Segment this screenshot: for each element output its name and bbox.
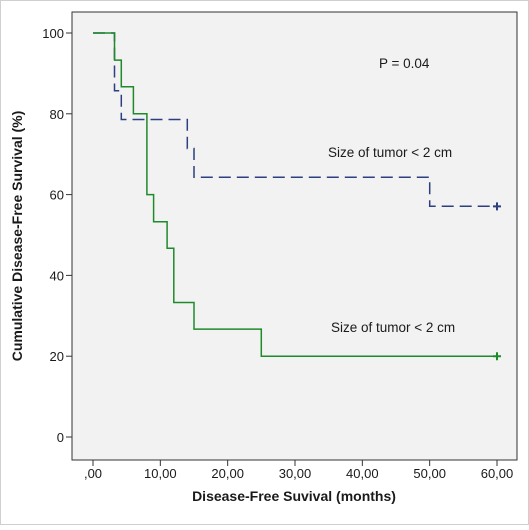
y-tick-label: 20	[50, 349, 64, 364]
x-axis-title: Disease-Free Suvival (months)	[192, 488, 396, 504]
x-axis-ticks: ,00 10,00 20,00 30,00 40,00 50,00 60,00	[84, 460, 513, 481]
y-tick-label: 40	[50, 268, 64, 283]
x-tick-label: ,00	[84, 466, 102, 481]
survival-curves	[93, 32, 501, 361]
censor-mark	[493, 352, 501, 361]
survival-curve-2	[93, 32, 497, 357]
x-tick-label: 10,00	[144, 466, 177, 481]
x-tick-label: 60,00	[481, 466, 514, 481]
y-tick-label: 100	[42, 26, 64, 41]
y-tick-label: 80	[50, 107, 64, 122]
upper-curve-label: Size of tumor < 2 cm	[328, 145, 452, 160]
x-tick-label: 50,00	[413, 466, 446, 481]
y-axis-ticks: 0 20 40 60 80 100	[42, 26, 72, 445]
censor-mark	[493, 202, 501, 211]
plot-area	[71, 11, 518, 461]
x-tick-label: 20,00	[211, 466, 244, 481]
x-tick-label: 30,00	[279, 466, 312, 481]
y-tick-label: 60	[50, 188, 64, 203]
lower-curve-label: Size of tumor < 2 cm	[331, 320, 455, 335]
y-axis-title: Cumulative Disease-Free Survival (%)	[9, 111, 25, 362]
x-tick-label: 40,00	[346, 466, 379, 481]
p-value-annotation: P = 0.04	[379, 56, 430, 71]
y-tick-label: 0	[57, 430, 64, 445]
